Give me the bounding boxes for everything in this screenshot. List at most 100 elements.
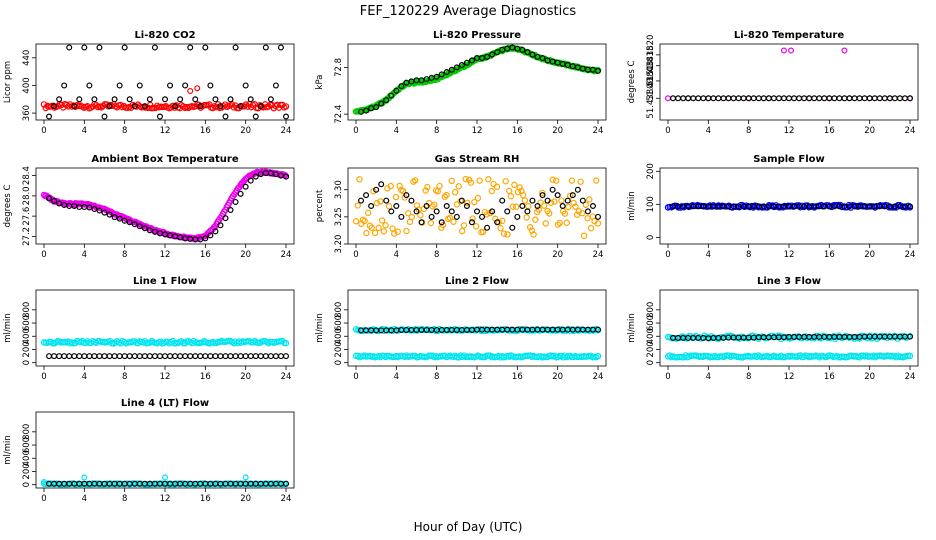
y-tick-label: 51.43820 (646, 35, 656, 76)
y-tick-label: 800 (334, 302, 344, 318)
data-point (546, 210, 553, 217)
y-tick-label: 400 (22, 450, 32, 466)
data-point (448, 208, 455, 215)
data-point (504, 231, 511, 238)
data-point (516, 184, 523, 191)
y-tick-label: 800 (22, 302, 32, 318)
data-point (428, 213, 435, 220)
x-tick-label: 20 (240, 250, 251, 260)
y-axis-label: kPa (315, 75, 325, 90)
data-point (458, 62, 465, 69)
data-point (136, 353, 143, 360)
data-point (589, 203, 596, 210)
x-tick-label: 12 (784, 372, 795, 382)
figure-x-axis-label: Hour of Day (UTC) (414, 520, 523, 534)
data-point (192, 353, 199, 360)
data-marks (352, 175, 602, 239)
data-point (443, 191, 450, 199)
data-point (429, 203, 436, 210)
data-point (91, 96, 98, 103)
data-point (670, 95, 677, 102)
data-point (715, 95, 722, 102)
data-point (558, 197, 565, 204)
data-point (418, 219, 425, 226)
series-hourly-averages (46, 170, 290, 243)
x-tick-label: 16 (512, 250, 523, 260)
data-point (431, 201, 438, 208)
series-minute-data (40, 100, 290, 112)
x-tick-label: 0 (665, 126, 670, 136)
data-point (393, 203, 400, 210)
y-tick-label: 360 (22, 105, 32, 121)
data-point (162, 474, 169, 481)
x-tick-label: 24 (281, 494, 292, 504)
data-point (111, 214, 118, 221)
data-point (594, 67, 601, 74)
panel-line3: Line 3 Flow ml/min 0 4 8 12 16 20 24 0 20040060080… (627, 276, 919, 382)
data-point (81, 353, 88, 360)
series-flagged (187, 85, 201, 94)
data-point (136, 223, 143, 230)
data-point (539, 189, 546, 197)
data-point (780, 47, 787, 54)
data-point (242, 82, 249, 89)
data-point (282, 103, 290, 110)
y-tick-label: 72.4 (334, 105, 344, 124)
data-point (126, 219, 133, 226)
data-marks (664, 47, 913, 102)
data-point (866, 95, 873, 102)
data-point (141, 353, 148, 360)
data-point (594, 352, 602, 360)
x-tick-label: 16 (512, 372, 523, 382)
x-tick-label: 0 (41, 494, 46, 504)
x-tick-label: 0 (353, 250, 358, 260)
data-marks (352, 44, 602, 115)
panel-title: Li-820 Temperature (734, 30, 844, 41)
y-axis-label: degrees C (627, 61, 637, 104)
data-point (493, 183, 501, 191)
data-point (690, 95, 697, 102)
data-point (906, 203, 913, 210)
data-point (283, 353, 290, 360)
data-point (881, 95, 888, 102)
data-point (549, 186, 556, 193)
x-tick-label: 8 (122, 250, 127, 260)
data-point (177, 353, 184, 360)
y-tick-label: 51.43800 (646, 78, 656, 119)
data-point (156, 113, 163, 120)
data-point (831, 95, 838, 102)
data-point (252, 113, 259, 120)
data-point (529, 51, 536, 58)
data-point (886, 95, 893, 102)
data-point (358, 197, 365, 204)
data-marks (40, 474, 290, 488)
data-point (896, 95, 903, 102)
data-point (446, 214, 454, 222)
y-tick-label: 400 (334, 328, 344, 344)
series-minute-data (664, 47, 913, 102)
x-tick-label: 16 (200, 250, 211, 260)
x-tick-label: 0 (353, 126, 358, 136)
series-hourly-averages (358, 326, 601, 334)
data-point (172, 353, 179, 360)
data-point (272, 82, 279, 89)
data-point (472, 223, 480, 230)
data-point (494, 49, 501, 56)
data-point (561, 210, 569, 217)
series-hourly-averages (358, 181, 601, 231)
data-point (121, 353, 128, 360)
data-point (71, 353, 78, 360)
data-point (232, 44, 239, 51)
data-point (524, 49, 531, 56)
data-point (356, 176, 363, 183)
data-point (368, 224, 375, 231)
data-point (489, 51, 496, 58)
data-point (680, 95, 687, 102)
figure-title: FEF_120229 Average Diagnostics (360, 4, 577, 19)
data-point (363, 229, 370, 237)
data-point (408, 213, 415, 221)
data-point (408, 197, 415, 204)
data-point (485, 176, 492, 183)
data-point (222, 113, 229, 120)
data-point (775, 95, 782, 102)
